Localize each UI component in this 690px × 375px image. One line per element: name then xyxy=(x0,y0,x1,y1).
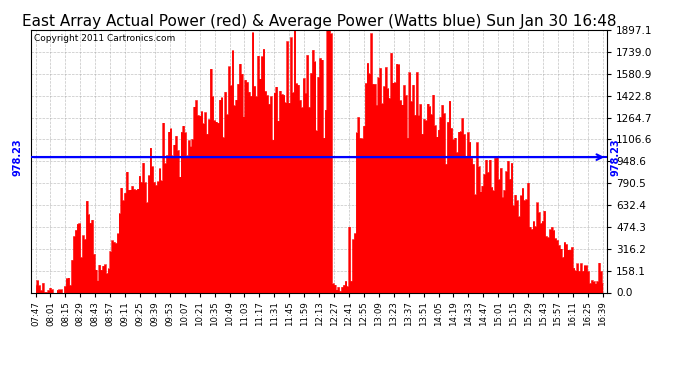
Title: East Array Actual Power (red) & Average Power (Watts blue) Sun Jan 30 16:48: East Array Actual Power (red) & Average … xyxy=(22,14,616,29)
Text: 978.23: 978.23 xyxy=(610,138,620,176)
Text: Copyright 2011 Cartronics.com: Copyright 2011 Cartronics.com xyxy=(34,34,175,43)
Text: 978.23: 978.23 xyxy=(12,138,22,176)
